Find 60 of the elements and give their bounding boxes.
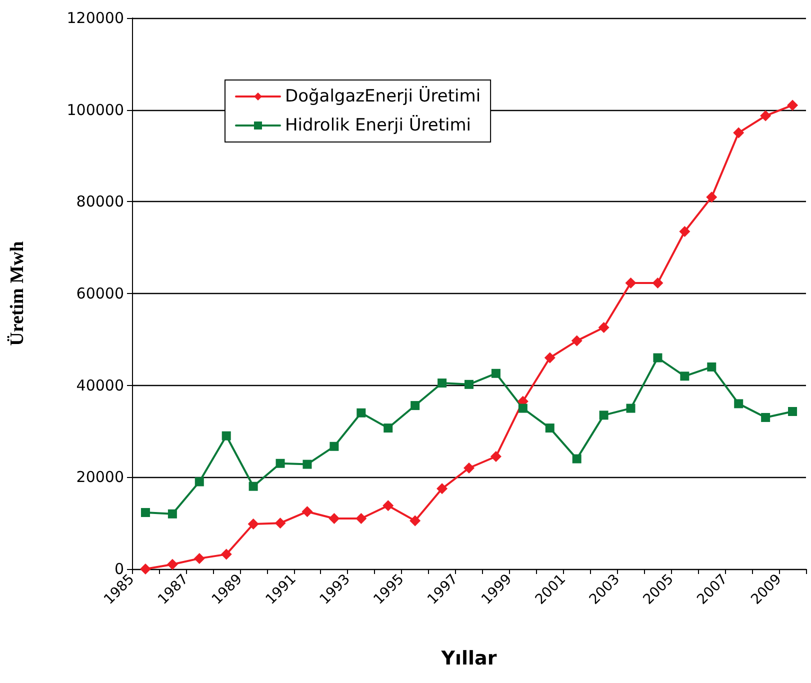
- y-axis-title: Üretim Mwh: [7, 240, 28, 346]
- point: [248, 482, 258, 491]
- point: [761, 412, 770, 422]
- y-tick-label: 40000: [76, 376, 124, 394]
- point: [545, 424, 554, 433]
- point: [410, 401, 420, 410]
- point: [490, 451, 502, 462]
- y-tick-label: 0: [114, 560, 124, 578]
- point: [436, 483, 448, 494]
- point: [706, 192, 718, 203]
- point: [707, 362, 716, 372]
- point: [760, 110, 772, 122]
- point: [382, 500, 394, 512]
- y-tick-label: 60000: [76, 284, 124, 302]
- point: [464, 380, 474, 389]
- point: [653, 353, 662, 362]
- point: [220, 548, 232, 560]
- point: [734, 399, 744, 408]
- point: [194, 552, 205, 564]
- point: [571, 335, 582, 346]
- point: [248, 518, 259, 530]
- point: [572, 454, 582, 464]
- point: [599, 410, 608, 420]
- y-tick-label: 120000: [66, 9, 124, 27]
- point: [652, 277, 664, 288]
- legend-label: Hidrolik Enerji Üretimi: [285, 114, 472, 136]
- point: [168, 509, 177, 518]
- point: [625, 277, 636, 288]
- point: [328, 512, 340, 524]
- point: [626, 404, 636, 413]
- y-tick-label: 20000: [76, 468, 124, 486]
- point: [788, 407, 798, 416]
- y-tick-label: 80000: [76, 192, 124, 211]
- point: [194, 477, 204, 486]
- y-tick-label: 100000: [66, 100, 124, 119]
- point: [222, 431, 231, 440]
- point: [356, 408, 366, 418]
- point: [384, 424, 393, 433]
- point: [302, 506, 313, 518]
- point: [438, 378, 447, 388]
- point: [787, 100, 798, 111]
- point: [166, 558, 178, 570]
- point: [680, 372, 690, 381]
- x-axis-title: Yıllar: [440, 648, 498, 670]
- point: [140, 564, 151, 574]
- point: [140, 508, 150, 518]
- point: [598, 322, 610, 333]
- point: [733, 127, 744, 138]
- legend-label: DoğalgazEnerji Üretimi: [285, 86, 481, 106]
- point: [274, 518, 286, 529]
- point: [330, 442, 339, 451]
- point: [679, 226, 690, 238]
- point: [356, 512, 367, 524]
- point: [410, 515, 421, 526]
- point: [464, 462, 474, 474]
- point: [276, 458, 285, 468]
- point: [544, 352, 556, 364]
- point: [518, 404, 528, 413]
- point: [491, 368, 500, 378]
- point: [302, 460, 312, 469]
